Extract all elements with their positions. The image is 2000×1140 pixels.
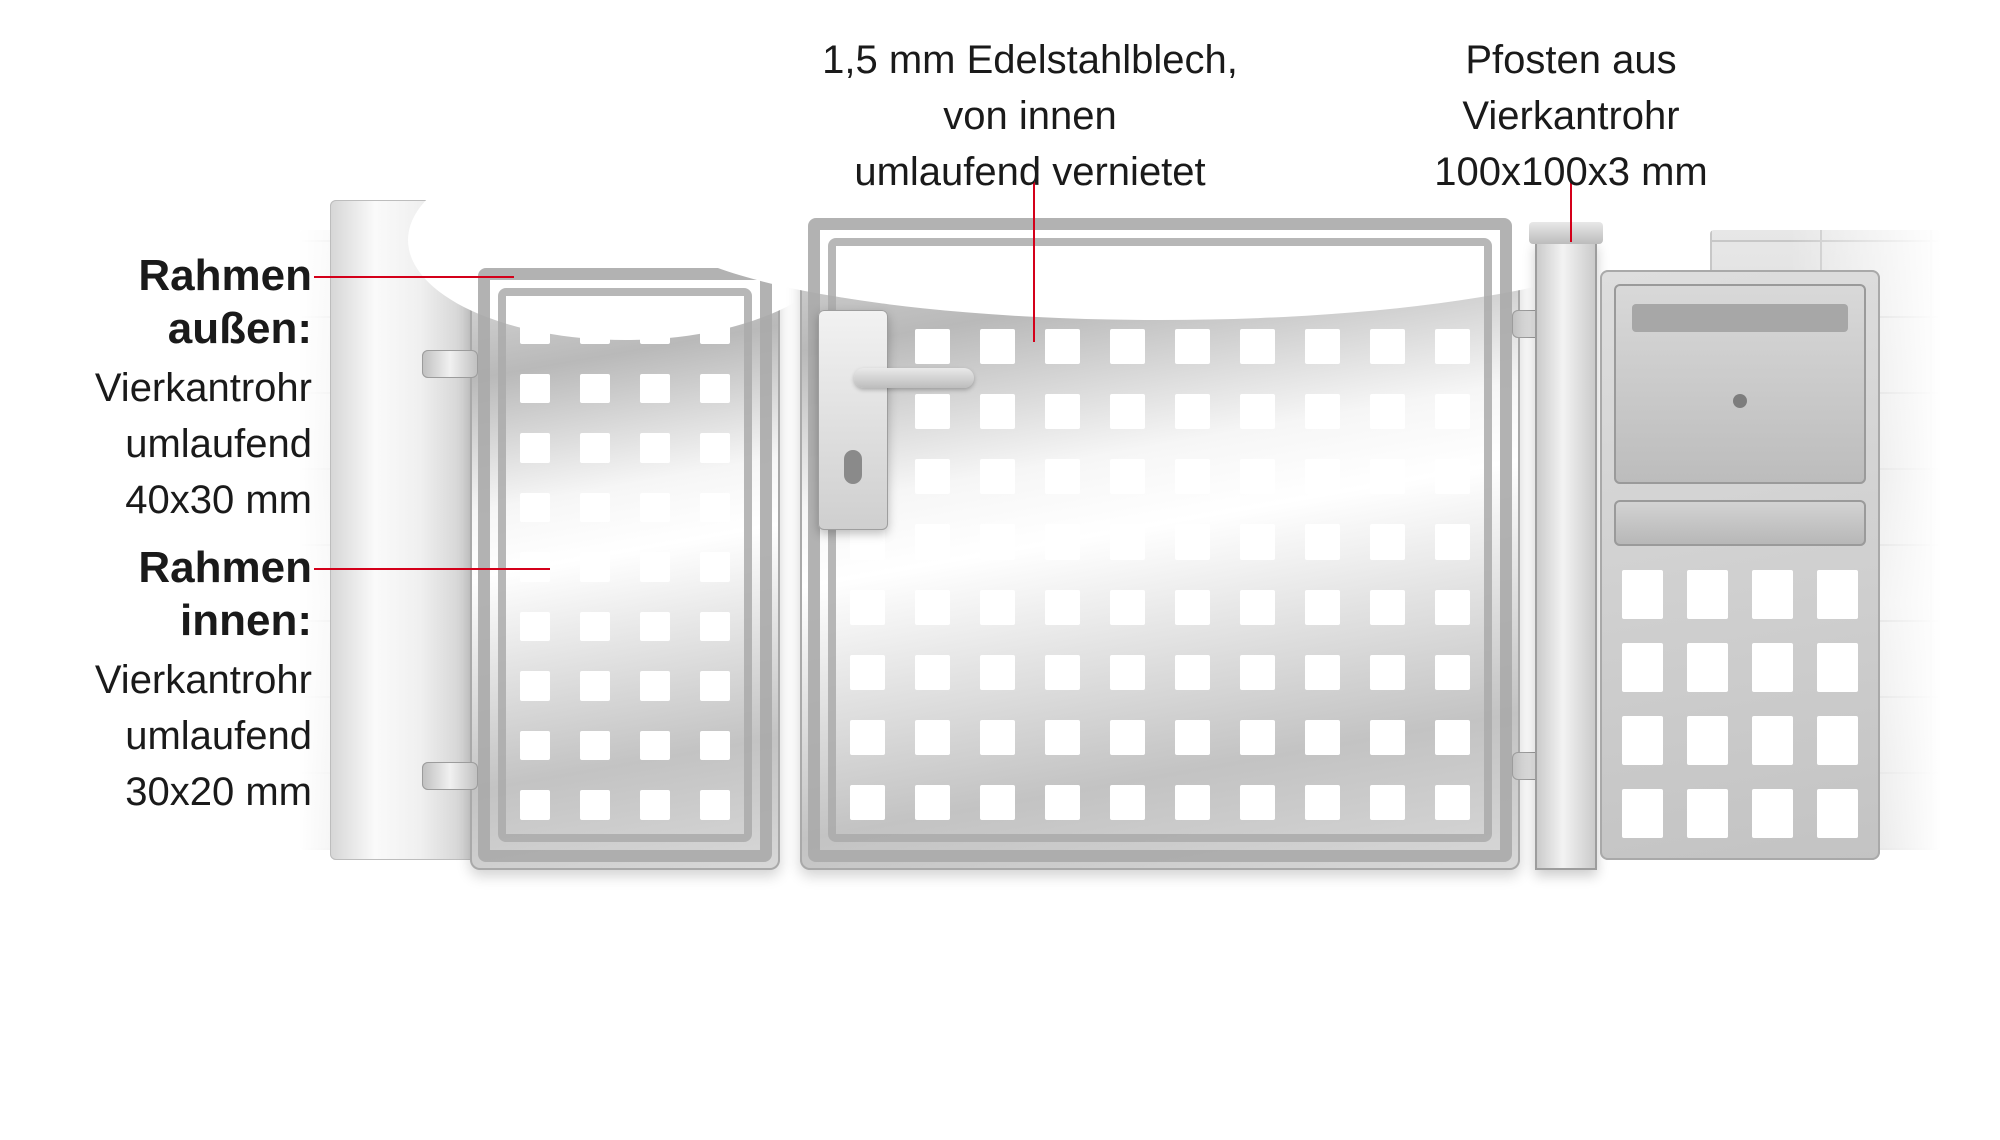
hinge-icon (422, 762, 478, 790)
label-line: 30x20 mm (12, 768, 312, 816)
door-handle-icon (818, 310, 888, 530)
mailbox-panel (1600, 270, 1880, 860)
label-line: 100x100x3 mm (1406, 148, 1736, 196)
label-line: Vierkantrohr (12, 364, 312, 412)
mailbox-icon (1614, 284, 1866, 484)
perforation-grid-small (520, 314, 730, 820)
newspaper-slot-icon (1614, 500, 1866, 546)
callout-line (1033, 182, 1035, 342)
gate-leaf-large (800, 210, 1520, 870)
gate-leaf-small (470, 260, 780, 870)
label-sheet: 1,5 mm Edelstahlblech, von innen umlaufe… (820, 28, 1240, 196)
label-line: Vierkantrohr (12, 656, 312, 704)
label-line: umlaufend (12, 420, 312, 468)
label-line: Vierkantrohr (1406, 92, 1736, 140)
label-title: Rahmen außen: (12, 250, 312, 356)
label-frame-outer: Rahmen außen: Vierkantrohr umlaufend 40x… (12, 250, 312, 524)
hinge-icon (422, 350, 478, 378)
gate-assembly (470, 190, 1520, 870)
label-line: 1,5 mm Edelstahlblech, (820, 36, 1240, 84)
label-line: umlaufend (12, 712, 312, 760)
square-post (1535, 240, 1597, 870)
label-title: Rahmen innen: (12, 542, 312, 648)
label-line: 40x30 mm (12, 476, 312, 524)
perforation-grid-large (850, 264, 1470, 820)
callout-line (314, 568, 550, 570)
label-line: umlaufend vernietet (820, 148, 1240, 196)
label-line: von innen (820, 92, 1240, 140)
label-post: Pfosten aus Vierkantrohr 100x100x3 mm (1406, 28, 1736, 196)
perforation-grid-panel (1622, 570, 1858, 838)
label-line: Pfosten aus (1406, 36, 1736, 84)
callout-line (314, 276, 514, 278)
label-frame-inner: Rahmen innen: Vierkantrohr umlaufend 30x… (12, 542, 312, 816)
